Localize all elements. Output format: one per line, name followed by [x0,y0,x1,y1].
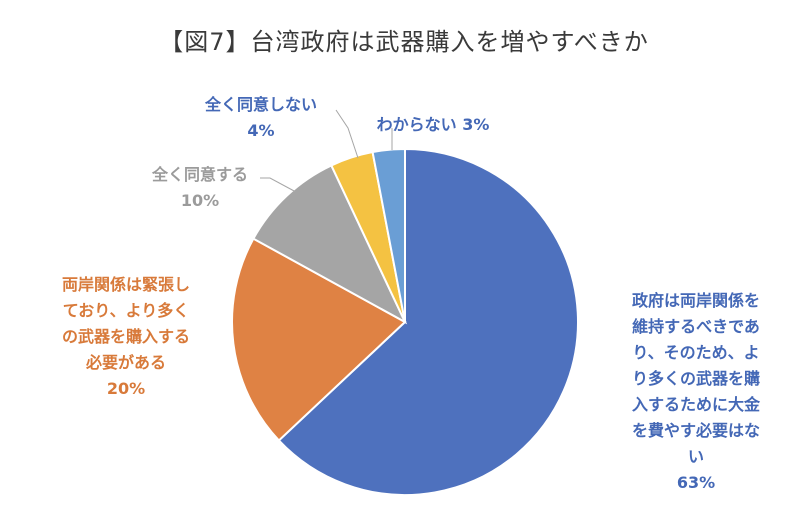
slice-fully-agree [252,164,408,325]
slice-label-line: ており、より多く [62,301,190,320]
label-need-more-arms: 両岸関係は緊張し ており、より多く の武器を購入する 必要がある 20% [28,272,224,402]
slice-label-line: の武器を購入する [61,327,190,346]
slice-label-line: 政府は両岸関係を [631,291,760,310]
slice-label-line: り、そのため、よ [632,343,760,362]
slice-label-text: わからない [376,115,457,134]
slice-value-label: 63% [676,473,716,492]
label-no-need-more-arms: 政府は両岸関係を 維持するべきであ り、そのため、よ り多くの武器を購 入するために大金… [610,288,782,496]
label-fully-disagree: 全く同意しない 4% [186,92,336,144]
chart-title: 【図7】台湾政府は武器購入を増やすべきか [159,28,649,56]
slice-label-line: い [687,447,704,466]
slice-no-need-more-arms [277,147,579,496]
slice-label-line: 維持するべきであ [632,317,760,336]
slice-value-label: 4% [247,121,275,140]
slice-label-line: 入するために大金 [631,395,760,414]
slice-label-line: 全く同意しない [204,95,317,114]
slice-dont-know [371,147,406,323]
label-fully-agree: 全く同意する 10% [130,162,270,214]
leader-line-fully-disagree [335,109,359,159]
slice-value-label: 10% [180,191,220,210]
slice-label-line: り多くの武器を購 [631,369,760,388]
label-dont-know: わからない 3% [348,112,518,138]
slice-label-line: 必要がある [85,353,166,372]
slice-value-label: 3% [456,115,490,134]
slice-label-line: を費やす必要はな [631,421,760,440]
slice-label-line: 両岸関係は緊張し [61,275,190,294]
slice-need-more-arms [231,237,407,442]
slice-value-label: 20% [106,379,146,398]
slice-label-line: 全く同意する [151,165,248,184]
leader-line-fully-agree [260,177,297,193]
